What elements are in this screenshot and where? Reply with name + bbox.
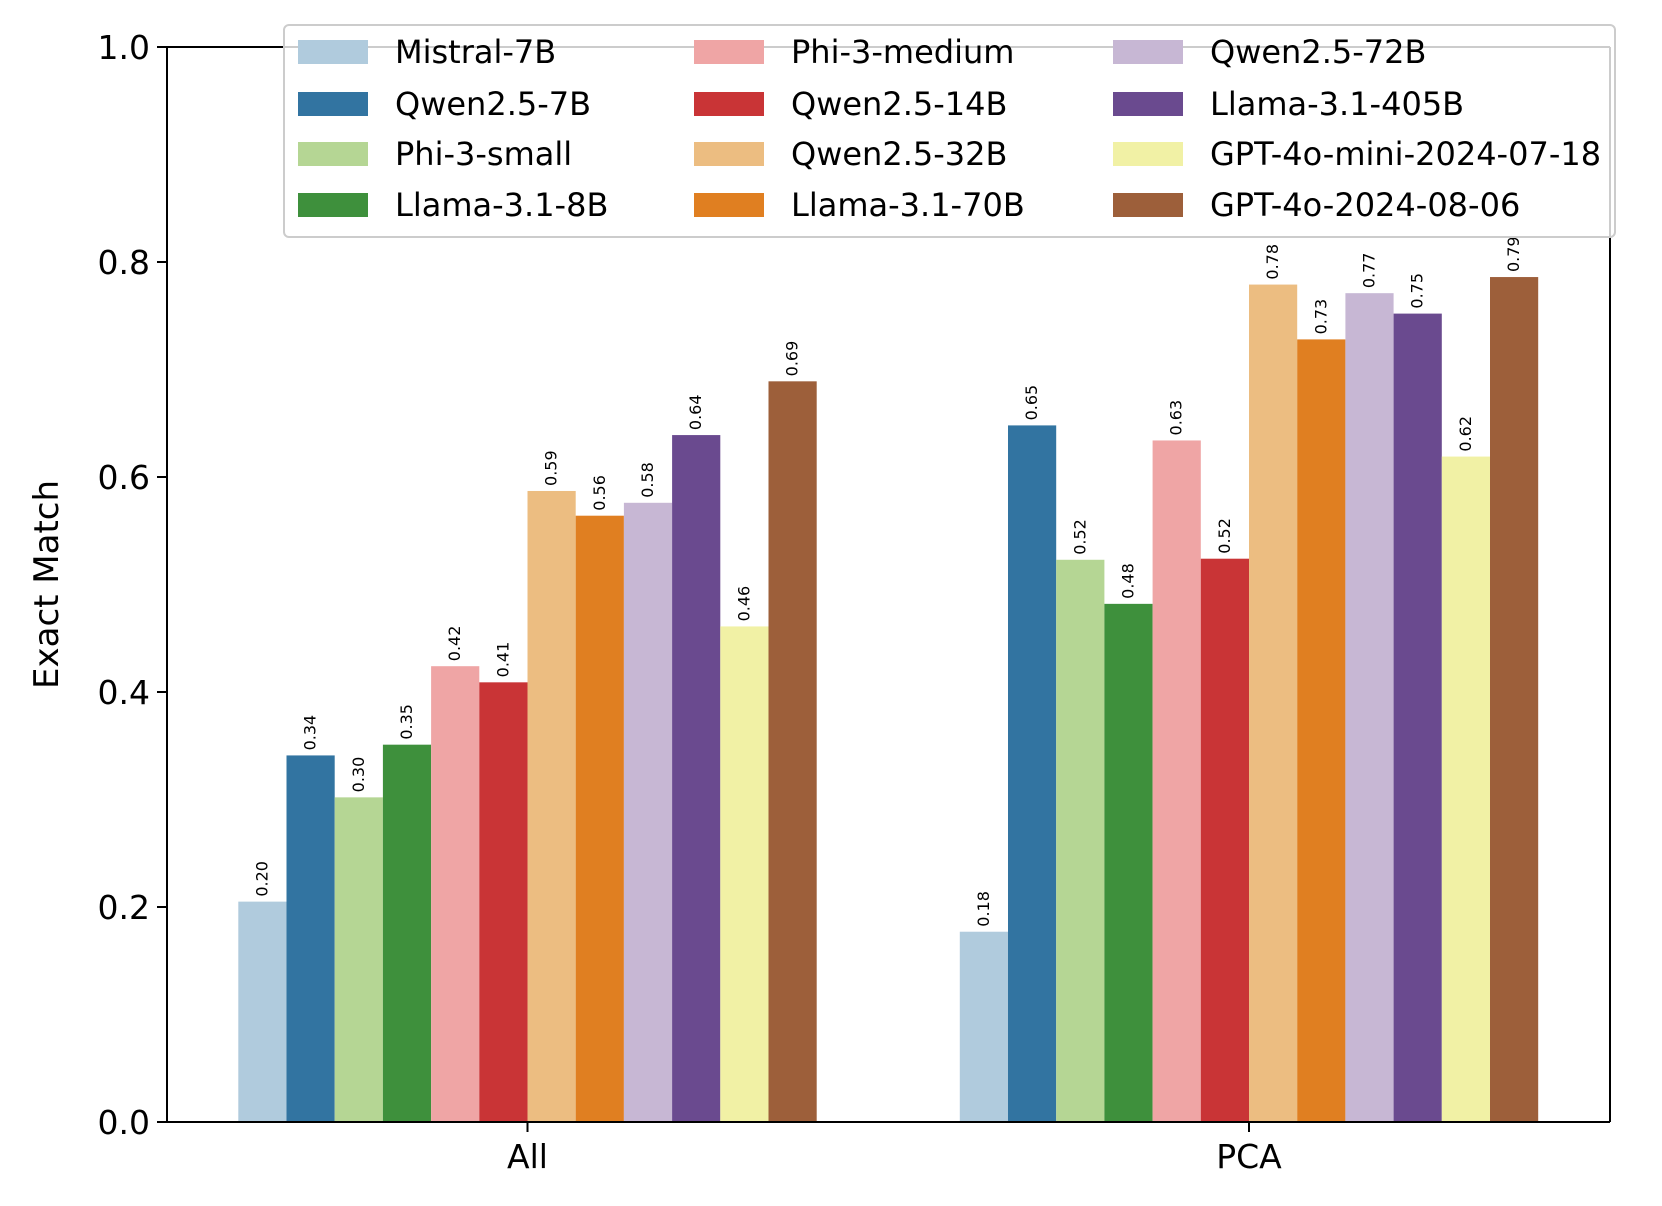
bar-phi-3-small-all [334,797,383,1122]
bar-qwen2-5-72b-all [623,502,673,1122]
bar-value-label: 0.77 [1360,253,1379,289]
bar-phi-3-small-pca [1056,559,1105,1122]
legend-label-gpt-4o-mini-2024-07-18: GPT-4o-mini-2024-07-18 [1210,135,1601,173]
bar-phi-3-medium-pca [1152,440,1201,1122]
legend-label-phi-3-small: Phi-3-small [395,135,572,173]
y-tick-label: 0.4 [98,673,150,712]
y-tick-label: 0.0 [98,1103,150,1142]
bar-llama-3-1-8b-pca [1104,603,1153,1122]
legend-swatch-phi-3-medium [694,40,764,64]
legend-swatch-qwen2-5-32b [694,142,764,166]
bar-qwen2-5-72b-pca [1345,293,1394,1122]
bar-value-label: 0.34 [301,715,320,751]
bar-qwen2-5-7b-pca [1008,425,1057,1122]
bar-value-label: 0.65 [1022,385,1041,421]
bar-qwen2-5-14b-all [479,682,528,1122]
bar-value-label: 0.35 [397,704,416,740]
bar-value-label: 0.41 [493,642,512,678]
bar-qwen2-5-14b-pca [1200,558,1249,1122]
bar-phi-3-medium-all [431,666,480,1122]
legend-swatch-llama-3-1-8b [298,193,368,217]
bar-value-label: 0.46 [734,586,753,622]
bar-value-label: 0.56 [590,475,609,511]
bar-gpt-4o-mini-2024-07-18-pca [1441,456,1490,1122]
legend-label-mistral-7b: Mistral-7B [395,33,556,71]
legend-swatch-gpt-4o-2024-08-06 [1113,193,1183,217]
bar-gpt-4o-2024-08-06-pca [1490,277,1539,1122]
legend-label-phi-3-medium: Phi-3-medium [791,33,1014,71]
bar-value-label: 0.63 [1167,400,1186,436]
legend-label-qwen2-5-14b: Qwen2.5-14B [791,85,1007,123]
y-tick-label: 0.6 [98,458,150,497]
bar-value-label: 0.18 [974,891,993,927]
bar-value-label: 0.79 [1504,236,1523,272]
y-tick-label: 0.8 [98,243,150,282]
y-tick-label: 1.0 [98,28,150,67]
bar-value-label: 0.62 [1456,416,1475,452]
bar-gpt-4o-2024-08-06-all [768,381,817,1122]
legend-swatch-llama-3-1-405b [1113,92,1183,116]
bar-llama-3-1-70b-all [575,515,624,1122]
bar-value-label: 0.48 [1119,563,1138,599]
legend-label-gpt-4o-2024-08-06: GPT-4o-2024-08-06 [1210,186,1520,224]
bar-value-label: 0.20 [252,861,271,897]
legend-swatch-phi-3-small [298,142,368,166]
bar-value-label: 0.52 [1215,518,1234,554]
bar-value-label: 0.42 [445,626,464,662]
bar-value-label: 0.52 [1070,519,1089,555]
bar-llama-3-1-405b-pca [1393,313,1442,1123]
legend-label-qwen2-5-32b: Qwen2.5-32B [791,135,1007,173]
bar-qwen2-5-7b-all [286,755,335,1122]
bar-value-label: 0.59 [542,450,561,486]
legend-swatch-llama-3-1-70b [694,193,764,217]
x-tick-label: PCA [1216,1137,1282,1176]
bar-qwen2-5-32b-all [527,490,576,1123]
bar-llama-3-1-8b-all [382,744,432,1122]
legend-swatch-qwen2-5-14b [694,92,764,116]
bar-value-label: 0.69 [783,341,802,377]
bar-value-label: 0.73 [1311,299,1330,335]
legend-label-qwen2-5-7b: Qwen2.5-7B [395,85,591,123]
bar-value-label: 0.64 [686,394,705,430]
bar-value-label: 0.78 [1263,244,1282,280]
bar-value-label: 0.58 [638,462,657,498]
legend-label-llama-3-1-70b: Llama-3.1-70B [791,186,1025,224]
bar-value-label: 0.75 [1408,273,1427,309]
bar-mistral-7b-all [238,901,287,1122]
legend-swatch-qwen2-5-7b [298,92,368,116]
bar-mistral-7b-pca [959,931,1008,1122]
bar-llama-3-1-70b-pca [1297,339,1346,1122]
bar-qwen2-5-32b-pca [1249,284,1298,1122]
legend-swatch-mistral-7b [298,40,368,64]
legend-swatch-gpt-4o-mini-2024-07-18 [1113,142,1183,166]
bar-value-label: 0.30 [349,757,368,793]
legend-label-llama-3-1-8b: Llama-3.1-8B [395,186,608,224]
legend-box [283,24,1616,238]
legend-swatch-qwen2-5-72b [1113,40,1183,64]
y-tick-label: 0.2 [98,888,150,927]
legend-label-qwen2-5-72b: Qwen2.5-72B [1210,33,1426,71]
bar-llama-3-1-405b-all [672,435,721,1122]
legend-label-llama-3-1-405b: Llama-3.1-405B [1210,85,1464,123]
y-axis-title: Exact Match [27,480,67,689]
bar-gpt-4o-mini-2024-07-18-all [720,626,769,1122]
x-tick-label: All [507,1137,548,1176]
